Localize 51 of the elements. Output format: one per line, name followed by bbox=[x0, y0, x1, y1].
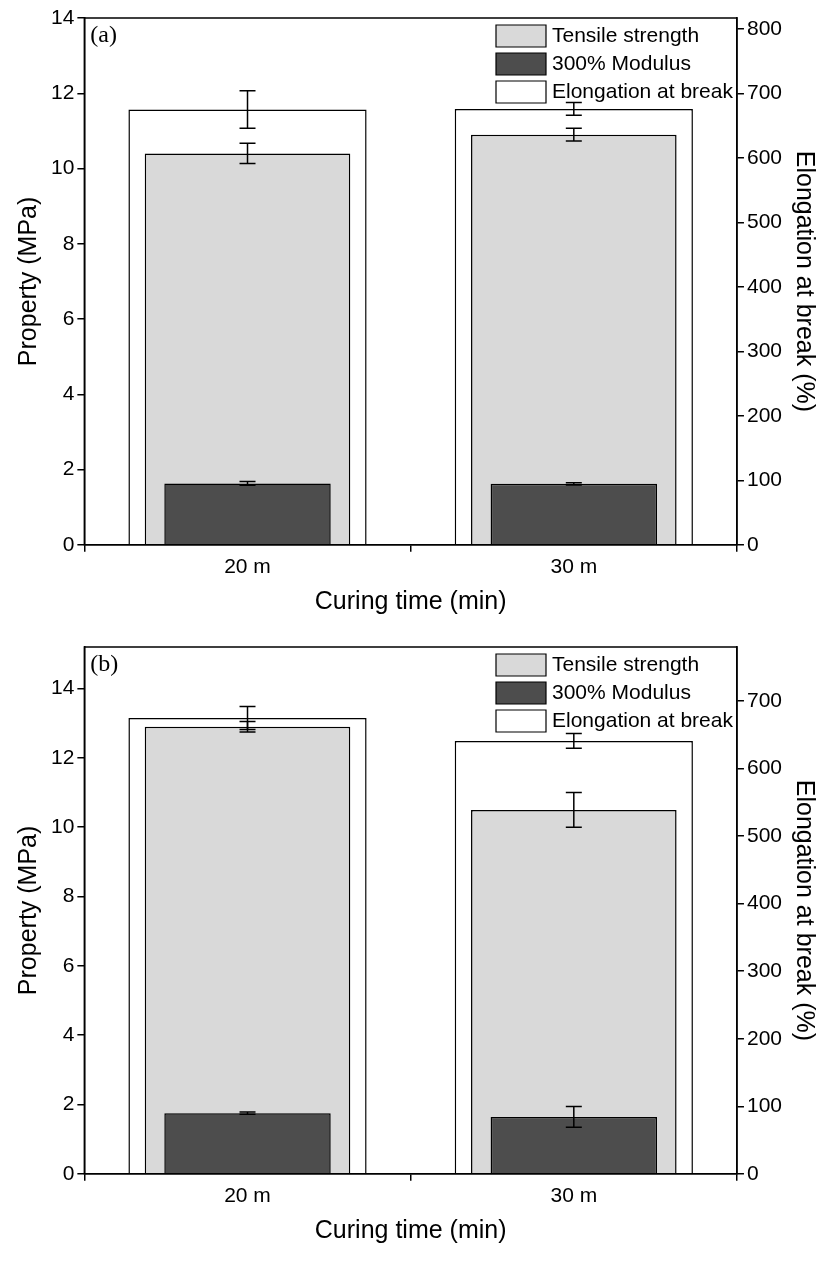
x-tick-label: 30 m bbox=[550, 1183, 598, 1207]
x-axis-title: Curing time (min) bbox=[314, 1214, 507, 1243]
y2-tick-label: 500 bbox=[746, 209, 783, 233]
y-tick-label: 4 bbox=[62, 381, 75, 405]
y-tick-label: 4 bbox=[62, 1021, 75, 1045]
y-tick-label: 6 bbox=[62, 952, 75, 976]
y-axis-title: Property (MPa) bbox=[12, 196, 41, 367]
x-tick-label: 30 m bbox=[550, 554, 598, 578]
y2-tick-label: 700 bbox=[746, 687, 783, 711]
series-label: Elongation at break bbox=[552, 78, 734, 102]
y2-tick-label: 0 bbox=[746, 1160, 759, 1184]
y2-tick-label: 100 bbox=[746, 1093, 783, 1117]
y2-tick-label: 300 bbox=[746, 957, 783, 981]
y-tick-label: 0 bbox=[62, 1160, 75, 1184]
y2-tick-label: 800 bbox=[746, 15, 783, 39]
y-tick-label: 2 bbox=[62, 456, 75, 480]
legend-label: 300% Modulus bbox=[552, 679, 691, 703]
y-tick-label: 12 bbox=[51, 80, 75, 104]
y-tick-label: 10 bbox=[51, 155, 75, 179]
y2-tick-label: 500 bbox=[746, 822, 783, 846]
x-axis-title: Curing time (min) bbox=[314, 585, 507, 614]
x-tick-label: 20 m bbox=[224, 554, 271, 578]
y-tick-label: 6 bbox=[62, 305, 75, 329]
y2-axis-title: Elongation at break (%) bbox=[792, 150, 821, 413]
y2-tick-label: 100 bbox=[746, 467, 783, 491]
series-label: Elongation at break bbox=[552, 707, 734, 731]
legend-label: Tensile strength bbox=[552, 651, 700, 675]
y2-axis-title: Elongation at break (%) bbox=[792, 779, 821, 1042]
legend-label: 300% Modulus bbox=[552, 50, 691, 74]
y2-tick-label: 200 bbox=[746, 402, 783, 426]
y-tick-label: 0 bbox=[62, 531, 75, 555]
y2-tick-label: 400 bbox=[746, 890, 783, 914]
y2-tick-label: 200 bbox=[746, 1025, 783, 1049]
y2-tick-label: 600 bbox=[746, 755, 783, 779]
y2-tick-label: 600 bbox=[746, 144, 783, 168]
y-tick-label: 8 bbox=[62, 230, 75, 254]
y2-tick-label: 0 bbox=[746, 531, 759, 555]
y2-tick-label: 300 bbox=[746, 338, 783, 362]
x-tick-label: 20 m bbox=[224, 1183, 271, 1207]
y-tick-label: 12 bbox=[51, 744, 75, 768]
y-tick-label: 14 bbox=[51, 675, 75, 699]
y-axis-title: Property (MPa) bbox=[12, 825, 41, 996]
y2-tick-label: 400 bbox=[746, 273, 783, 297]
y-tick-label: 14 bbox=[51, 4, 75, 28]
y-tick-label: 2 bbox=[62, 1091, 75, 1115]
y-tick-label: 8 bbox=[62, 883, 75, 907]
y-tick-label: 10 bbox=[51, 814, 75, 838]
legend-label: Tensile strength bbox=[552, 22, 700, 46]
annotation: (a) bbox=[90, 21, 117, 48]
y2-tick-label: 700 bbox=[746, 80, 783, 104]
annotation: (b) bbox=[90, 650, 119, 677]
